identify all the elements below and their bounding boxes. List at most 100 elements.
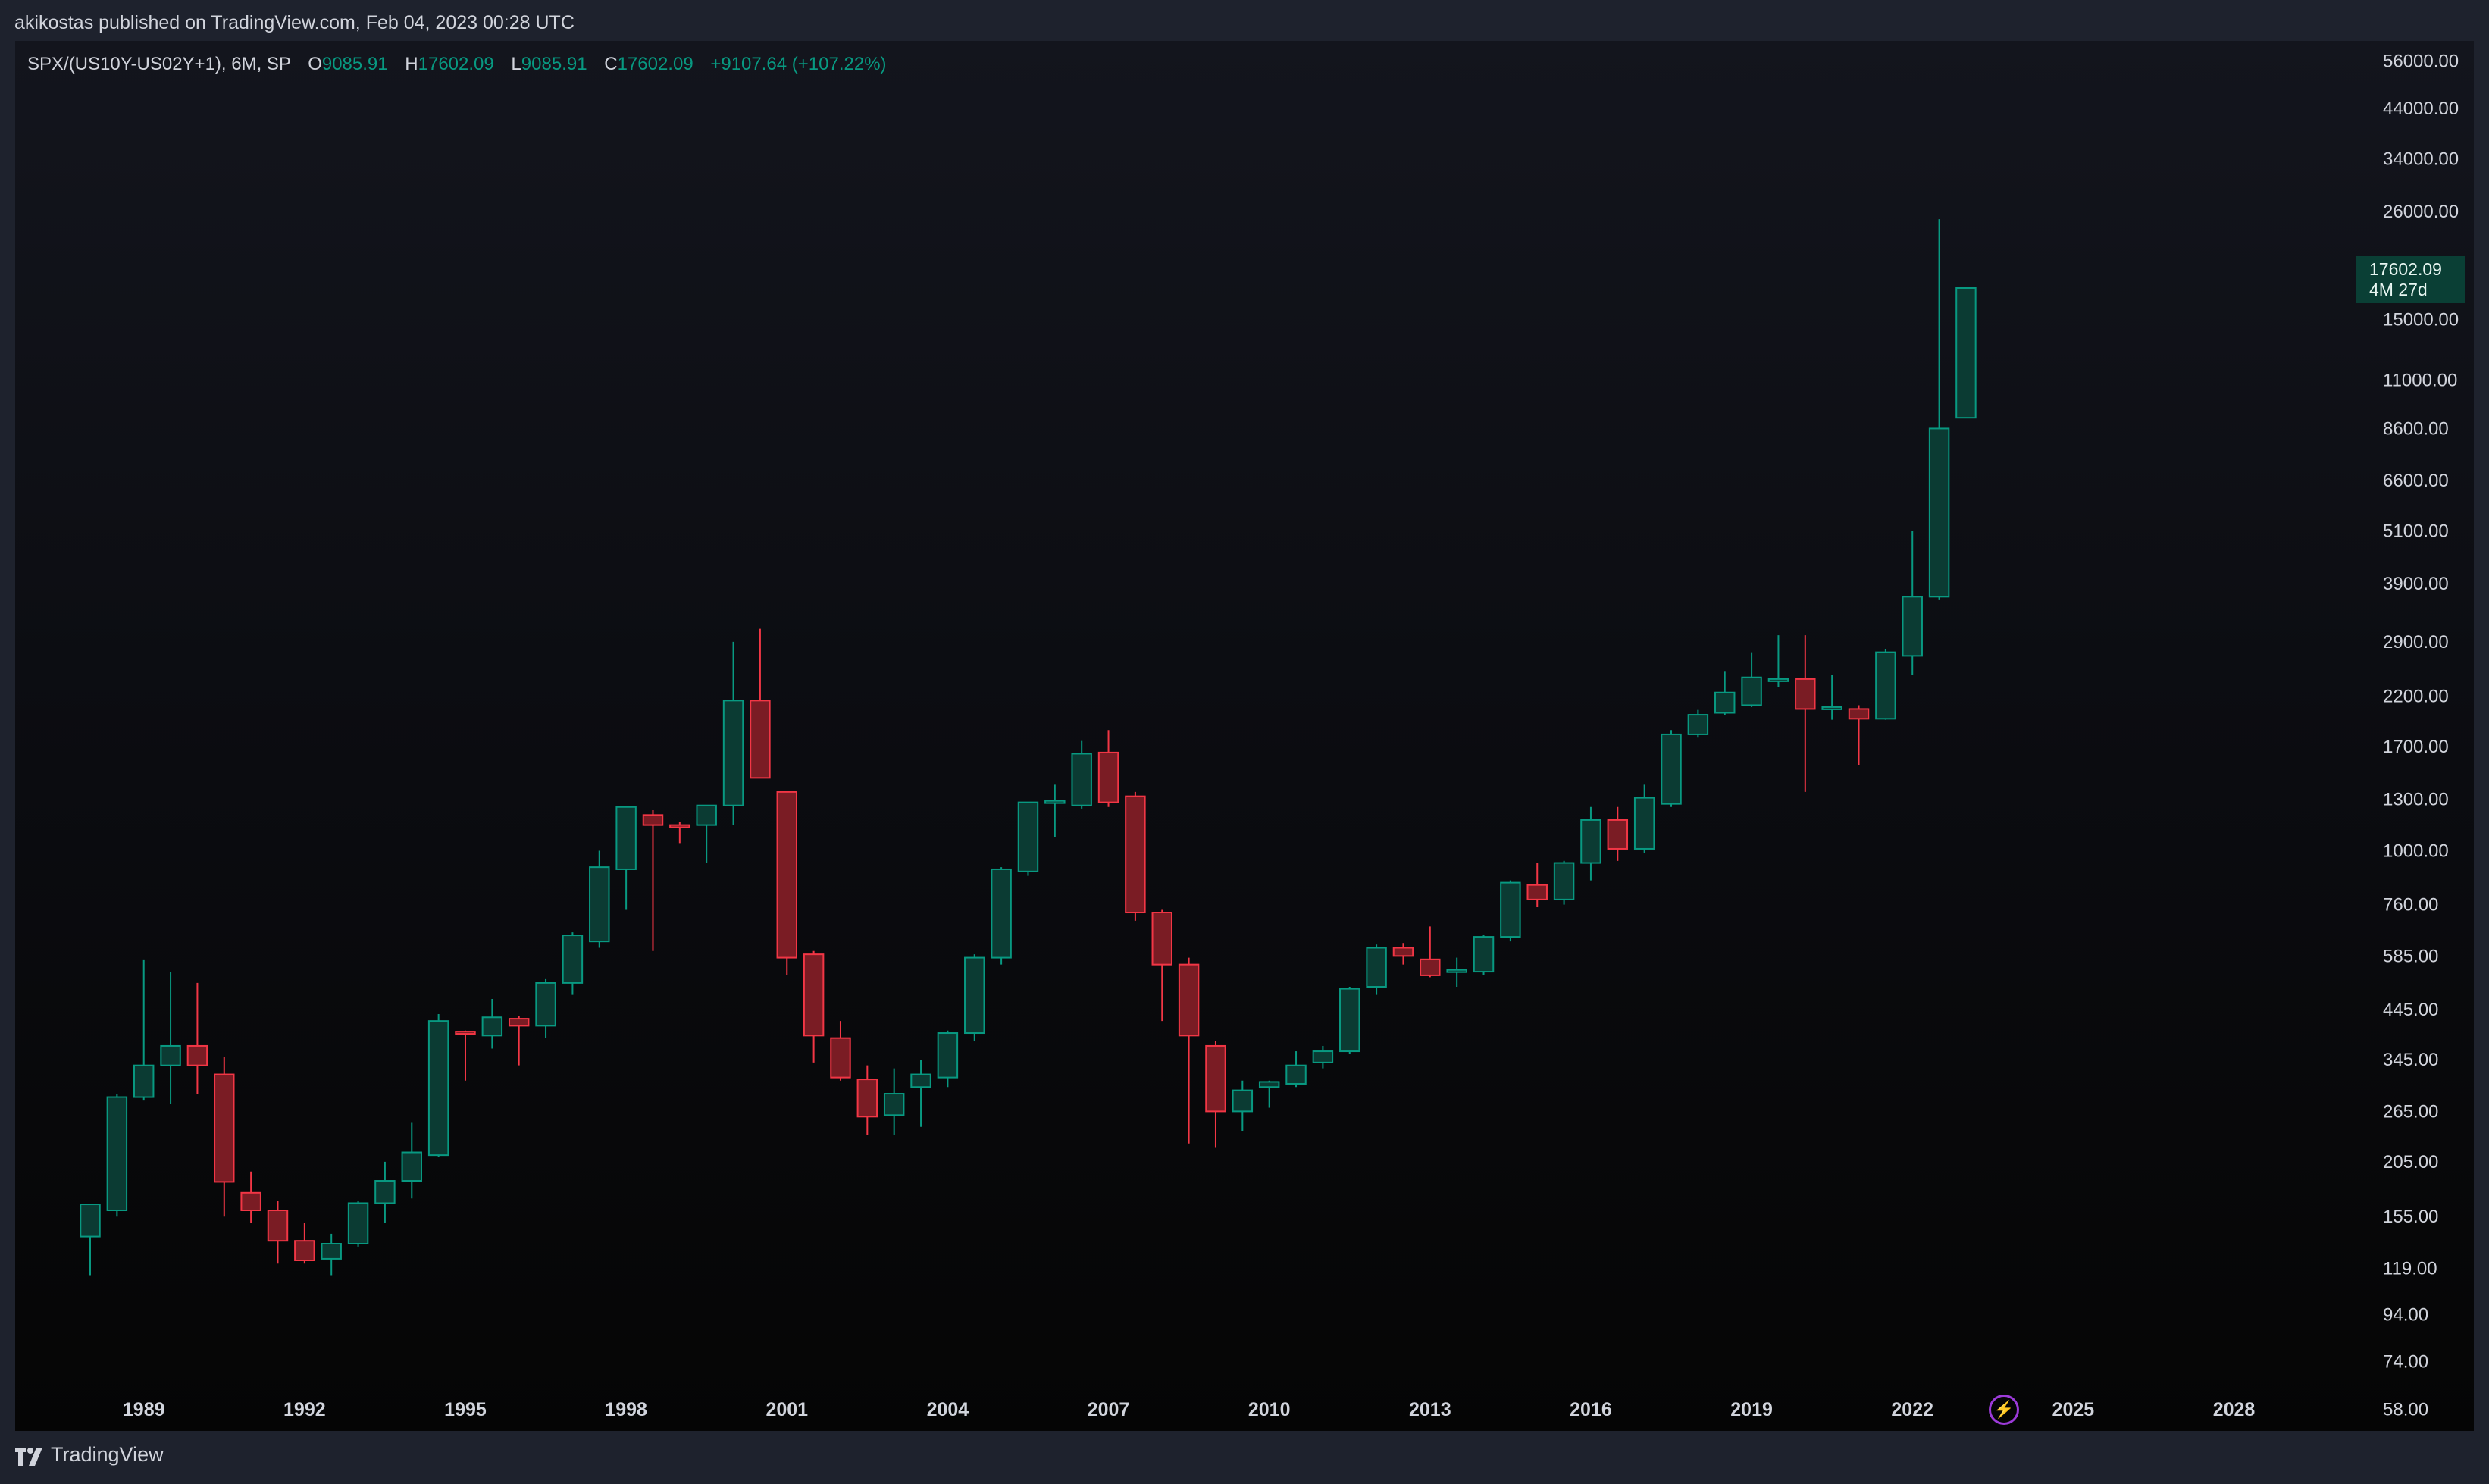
candle-body[interactable] — [589, 866, 610, 943]
candle-body[interactable] — [1526, 884, 1548, 900]
candle-body[interactable] — [535, 982, 556, 1027]
y-tick-label: 3900.00 — [2383, 574, 2449, 594]
candle-body[interactable] — [1312, 1050, 1334, 1063]
candle-body[interactable] — [910, 1073, 931, 1088]
last-price-badge: 17602.09 4M 27d — [2356, 256, 2465, 303]
candle-body[interactable] — [750, 700, 771, 779]
candle-body[interactable] — [427, 1020, 449, 1157]
candle-body[interactable] — [401, 1151, 423, 1182]
candle-body[interactable] — [1661, 733, 1682, 805]
candle-body[interactable] — [1446, 969, 1467, 973]
candle-body[interactable] — [240, 1191, 261, 1212]
candle-body[interactable] — [1795, 678, 1816, 710]
footer-brand[interactable]: TradingView — [51, 1443, 164, 1466]
y-tick-label: 205.00 — [2383, 1152, 2438, 1172]
candle-body[interactable] — [1580, 819, 1601, 864]
x-tick-label: 2025 — [2052, 1399, 2095, 1420]
candle-body[interactable] — [321, 1242, 342, 1260]
footer-bar: TradingView — [0, 1431, 2489, 1484]
candle-body[interactable] — [722, 700, 744, 806]
x-tick-label: 2022 — [1891, 1399, 1933, 1420]
y-tick-label: 1000.00 — [2383, 841, 2449, 862]
candle-body[interactable] — [883, 1093, 905, 1116]
candle-body[interactable] — [1767, 678, 1789, 682]
candle-body[interactable] — [1151, 912, 1172, 966]
candle-body[interactable] — [830, 1037, 851, 1079]
candle-body[interactable] — [1553, 862, 1575, 900]
candle-body[interactable] — [964, 956, 985, 1035]
candlestick-chart[interactable]: 56000.0044000.0034000.0026000.0020000.00… — [15, 41, 2474, 1431]
candle-body[interactable] — [1607, 819, 1629, 850]
y-tick-label: 2200.00 — [2383, 686, 2449, 706]
chart-panel[interactable]: 56000.0044000.0034000.0026000.0020000.00… — [15, 41, 2474, 1431]
candle-body[interactable] — [803, 953, 825, 1037]
candle-body[interactable] — [562, 935, 584, 984]
candle-body[interactable] — [1044, 800, 1066, 804]
attribution-bar: akikostas published on TradingView.com, … — [0, 0, 2489, 41]
candle-body[interactable] — [991, 868, 1012, 959]
candle-body[interactable] — [1258, 1081, 1280, 1088]
candle-body[interactable] — [186, 1044, 208, 1066]
candle-body[interactable] — [1366, 947, 1387, 988]
candle-body[interactable] — [1955, 286, 1977, 419]
candle-body[interactable] — [1928, 427, 1950, 598]
candle-body[interactable] — [481, 1016, 503, 1037]
candle-body[interactable] — [1339, 988, 1360, 1053]
candle-body[interactable] — [776, 791, 797, 959]
legend-close-value: 17602.09 — [617, 54, 693, 74]
x-tick-label: 2013 — [1409, 1399, 1451, 1420]
candle-body[interactable] — [1741, 676, 1762, 706]
candle-body[interactable] — [642, 814, 664, 826]
candle-body[interactable] — [455, 1031, 476, 1035]
candle-body[interactable] — [80, 1204, 101, 1238]
candle-body[interactable] — [1178, 963, 1200, 1037]
candle-body[interactable] — [1687, 714, 1709, 735]
candle-body[interactable] — [1017, 801, 1039, 872]
candle-body[interactable] — [856, 1079, 878, 1118]
candle-body[interactable] — [1125, 795, 1146, 914]
y-tick-label: 34000.00 — [2383, 149, 2459, 170]
candle-body[interactable] — [1500, 881, 1521, 938]
lightning-bolt-icon[interactable]: ⚡ — [1989, 1395, 2019, 1425]
candle-body[interactable] — [1848, 708, 1870, 720]
y-tick-label: 94.00 — [2383, 1305, 2428, 1326]
y-tick-label: 56000.00 — [2383, 51, 2459, 71]
y-tick-label: 155.00 — [2383, 1207, 2438, 1227]
candle-body[interactable] — [1420, 958, 1441, 976]
candle-body[interactable] — [1633, 797, 1655, 850]
candle-body[interactable] — [1285, 1064, 1307, 1085]
candle-body[interactable] — [160, 1044, 181, 1066]
candle-body[interactable] — [1071, 753, 1092, 806]
candle-body[interactable] — [133, 1064, 155, 1098]
candle-body[interactable] — [615, 806, 637, 870]
x-tick-label: 2007 — [1088, 1399, 1130, 1420]
candle-body[interactable] — [214, 1073, 235, 1183]
candle-body[interactable] — [696, 804, 717, 826]
legend-close-label: C — [604, 54, 618, 74]
candle-body[interactable] — [1097, 751, 1119, 803]
candle-body[interactable] — [374, 1180, 396, 1204]
candle-body[interactable] — [1392, 947, 1414, 957]
candle-body[interactable] — [669, 824, 690, 828]
candle-body[interactable] — [1714, 691, 1736, 714]
candle-body[interactable] — [1232, 1089, 1254, 1113]
legend-change: +9107.64 (+107.22%) — [710, 54, 887, 74]
candle-body[interactable] — [106, 1096, 128, 1212]
candle-body[interactable] — [267, 1210, 289, 1242]
tradingview-logo-icon[interactable] — [15, 1446, 45, 1467]
y-tick-label: 760.00 — [2383, 895, 2438, 916]
candle-body[interactable] — [1902, 596, 1923, 657]
candle-body[interactable] — [1205, 1044, 1226, 1113]
candle-body[interactable] — [347, 1202, 369, 1244]
candle-body[interactable] — [1821, 706, 1842, 710]
candle-body[interactable] — [1875, 651, 1896, 720]
candle-body[interactable] — [508, 1018, 530, 1027]
x-tick-label: 2016 — [1570, 1399, 1612, 1420]
y-tick-label: 1300.00 — [2383, 790, 2449, 810]
legend-symbol[interactable]: SPX/(US10Y-US02Y+1), 6M, SP — [27, 54, 291, 74]
legend-low-value: 9085.91 — [521, 54, 587, 74]
y-tick-label: 585.00 — [2383, 946, 2438, 966]
candle-body[interactable] — [1473, 936, 1495, 973]
candle-body[interactable] — [937, 1032, 959, 1079]
candle-body[interactable] — [294, 1240, 315, 1262]
